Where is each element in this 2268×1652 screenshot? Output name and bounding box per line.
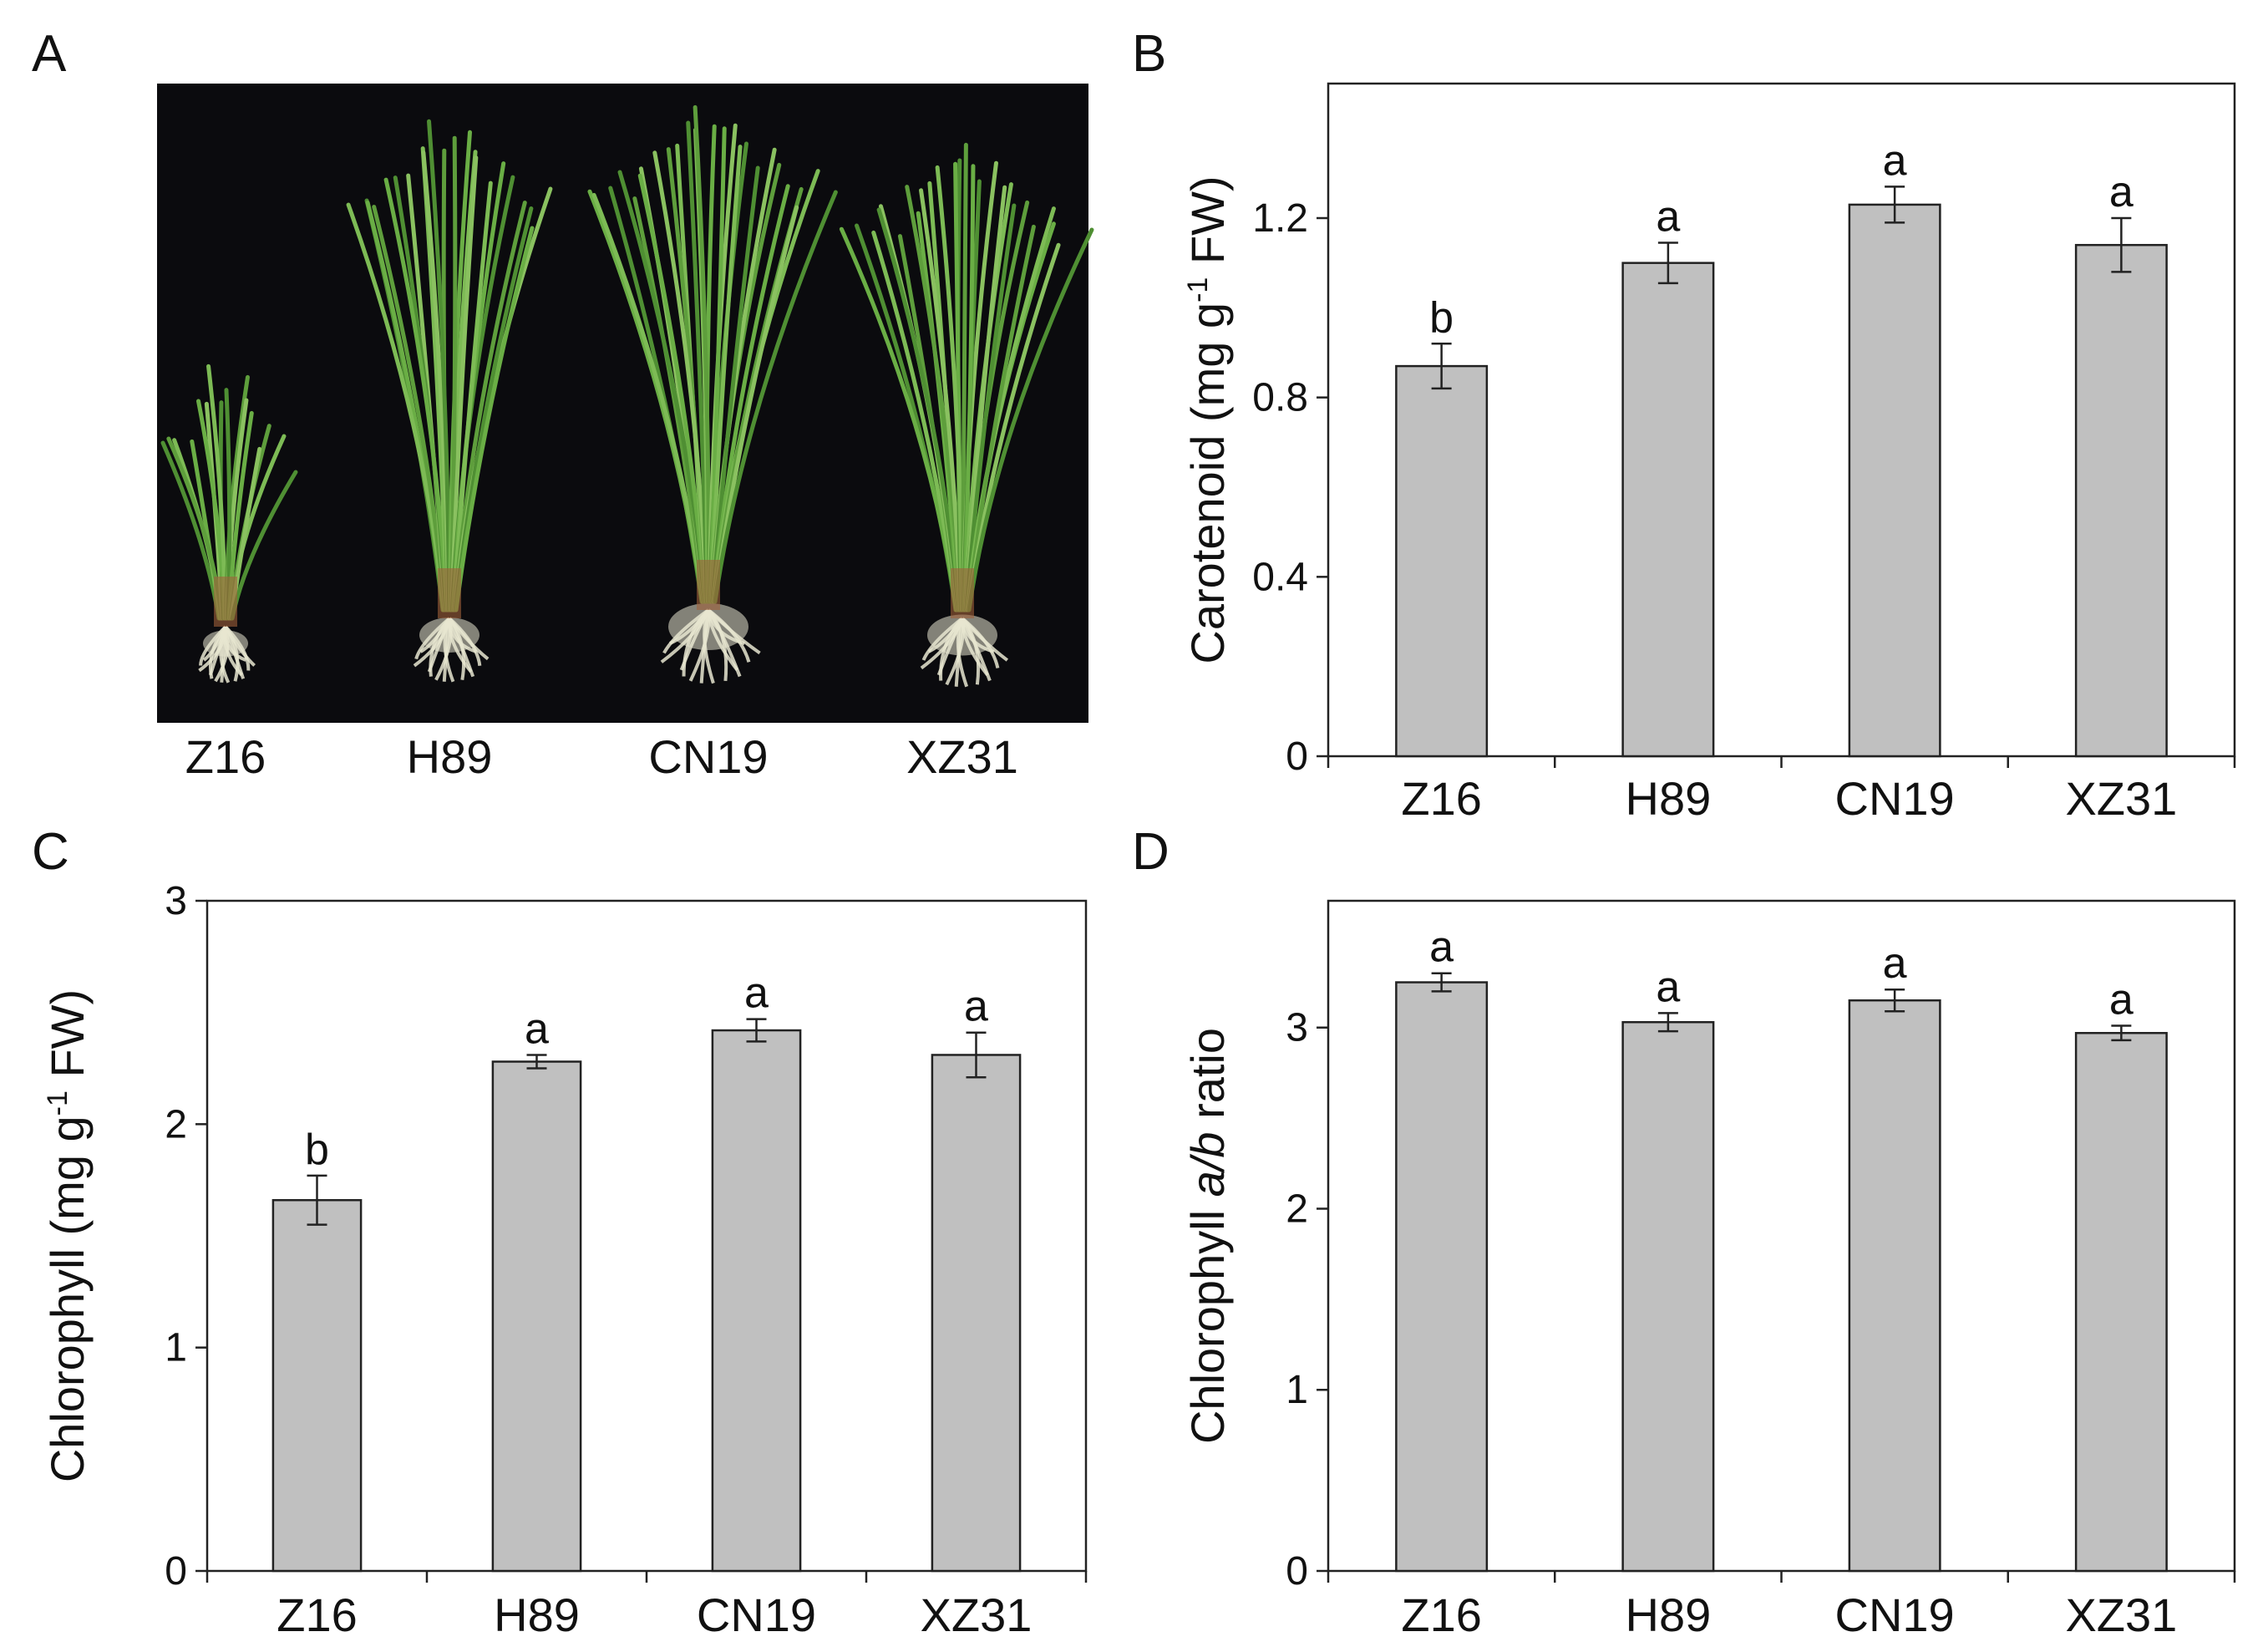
x-category-label: CN19 [1835, 772, 1955, 825]
seedling-plant [839, 142, 1094, 688]
y-tick-label: 0.8 [1252, 376, 1308, 420]
significance-label: a [525, 1004, 549, 1053]
error-bar-cn19 [1885, 186, 1905, 224]
y-tick-label: 1 [165, 1326, 187, 1370]
y-tick-label: 3 [165, 879, 187, 923]
seedling-plant [160, 363, 298, 684]
significance-label: a [964, 983, 988, 1031]
y-axis-label: Chlorophyll (mg g-1 FW) [41, 989, 94, 1482]
panel-letter-c: C [32, 823, 69, 881]
error-bar-xz31 [2111, 1024, 2132, 1042]
x-category-label: XZ31 [921, 1588, 1033, 1641]
x-category-label: H89 [1626, 1588, 1712, 1641]
seedling-plants [160, 104, 1094, 688]
bar-z16 [1395, 981, 1489, 1573]
y-tick-label: 0 [1286, 735, 1308, 779]
leaf-blade [451, 180, 493, 613]
photo-label-h89: H89 [407, 730, 493, 783]
x-category-label: H89 [494, 1588, 580, 1641]
panel-letter-d: D [1132, 823, 1170, 881]
chlorophyll-chart: 0 1 2 3 b Z16 a H89 a CN19 a XZ31 Chlorophyll (mg g-… [41, 879, 1088, 1641]
error-bar-xz31 [966, 1031, 987, 1079]
x-category-label: H89 [1626, 772, 1712, 825]
root-mass [668, 603, 748, 650]
panel-letter-a: A [32, 25, 67, 83]
error-bar-h89 [1657, 241, 1678, 285]
significance-label: a [2109, 168, 2134, 216]
significance-label: a [2109, 976, 2134, 1024]
error-bar-z16 [1431, 343, 1452, 390]
significance-label: a [744, 969, 769, 1018]
y-tick-label: 2 [165, 1102, 187, 1146]
bar-h89 [491, 1060, 582, 1573]
bar-h89 [1621, 1020, 1715, 1573]
error-bar-h89 [526, 1054, 547, 1070]
bar-h89 [1621, 262, 1715, 758]
seedling-photo: Z16 H89 CN19 XZ31 [157, 84, 1094, 783]
stem-base [951, 568, 974, 618]
bar-cn19 [711, 1029, 802, 1573]
photo-background [157, 84, 1088, 723]
leaf-blade [372, 205, 447, 613]
root-mass [203, 630, 248, 657]
y-tick-label: 2 [1286, 1187, 1308, 1231]
x-category-label: XZ31 [2065, 1588, 2177, 1641]
seedling-plant [587, 104, 838, 684]
x-category-label: Z16 [1401, 772, 1482, 825]
y-axis-label: Chlorophyll a/b ratio [1181, 1028, 1234, 1444]
x-category-label: CN19 [1835, 1588, 1955, 1641]
chlorophyll-ab-ratio-chart: 0 1 2 3 a Z16 a H89 a CN19 a XZ31 Chlorophyll a/b ra… [1181, 899, 2236, 1641]
bar-cn19 [1848, 203, 1941, 758]
panel-letter-b: B [1132, 25, 1166, 83]
x-category-label: Z16 [1401, 1588, 1482, 1641]
significance-label: b [1429, 293, 1454, 342]
leaf-blade [967, 227, 1094, 613]
root-mass [419, 618, 479, 653]
y-tick-label: 3 [1286, 1006, 1308, 1050]
carotenoid-chart: 0 0.4 0.8 1.2 b Z16 a H89 a CN19 a XZ31 Carotenoid (… [1181, 82, 2236, 825]
stem-base [438, 568, 461, 618]
seedling-plant [346, 119, 553, 683]
stem-base [214, 577, 237, 627]
error-bar-xz31 [2111, 216, 2132, 273]
photo-label-z16: Z16 [185, 730, 266, 783]
significance-label: a [1883, 939, 1907, 988]
significance-label: a [1656, 963, 1680, 1011]
stem-base [697, 560, 720, 610]
x-category-label: CN19 [697, 1588, 816, 1641]
leaf-blade [454, 226, 535, 613]
significance-label: a [1656, 193, 1680, 241]
y-tick-label: 1.2 [1252, 196, 1308, 241]
error-bar-h89 [1657, 1012, 1678, 1033]
bar-xz31 [2074, 1031, 2168, 1573]
y-tick-label: 0.4 [1252, 555, 1308, 599]
significance-label: a [1883, 136, 1907, 185]
x-category-label: XZ31 [2065, 772, 2177, 825]
error-bar-cn19 [746, 1018, 767, 1043]
significance-label: b [305, 1126, 329, 1174]
significance-label: a [1429, 923, 1454, 972]
bar-xz31 [931, 1054, 1022, 1573]
root-mass [927, 614, 997, 656]
error-bar-z16 [307, 1174, 327, 1226]
bar-xz31 [2074, 243, 2168, 758]
photo-label-xz31: XZ31 [906, 730, 1018, 783]
x-category-label: Z16 [277, 1588, 358, 1641]
y-tick-label: 0 [1286, 1549, 1308, 1594]
y-axis-label: Carotenoid (mg g-1 FW) [1181, 175, 1234, 663]
leaf-blade [713, 190, 838, 604]
bar-cn19 [1848, 999, 1941, 1573]
bar-z16 [271, 1198, 363, 1573]
error-bar-z16 [1431, 972, 1452, 993]
y-tick-label: 1 [1286, 1368, 1308, 1412]
y-tick-label: 0 [165, 1549, 187, 1594]
photo-label-cn19: CN19 [648, 730, 768, 783]
bar-z16 [1395, 364, 1489, 758]
error-bar-cn19 [1885, 988, 1905, 1013]
